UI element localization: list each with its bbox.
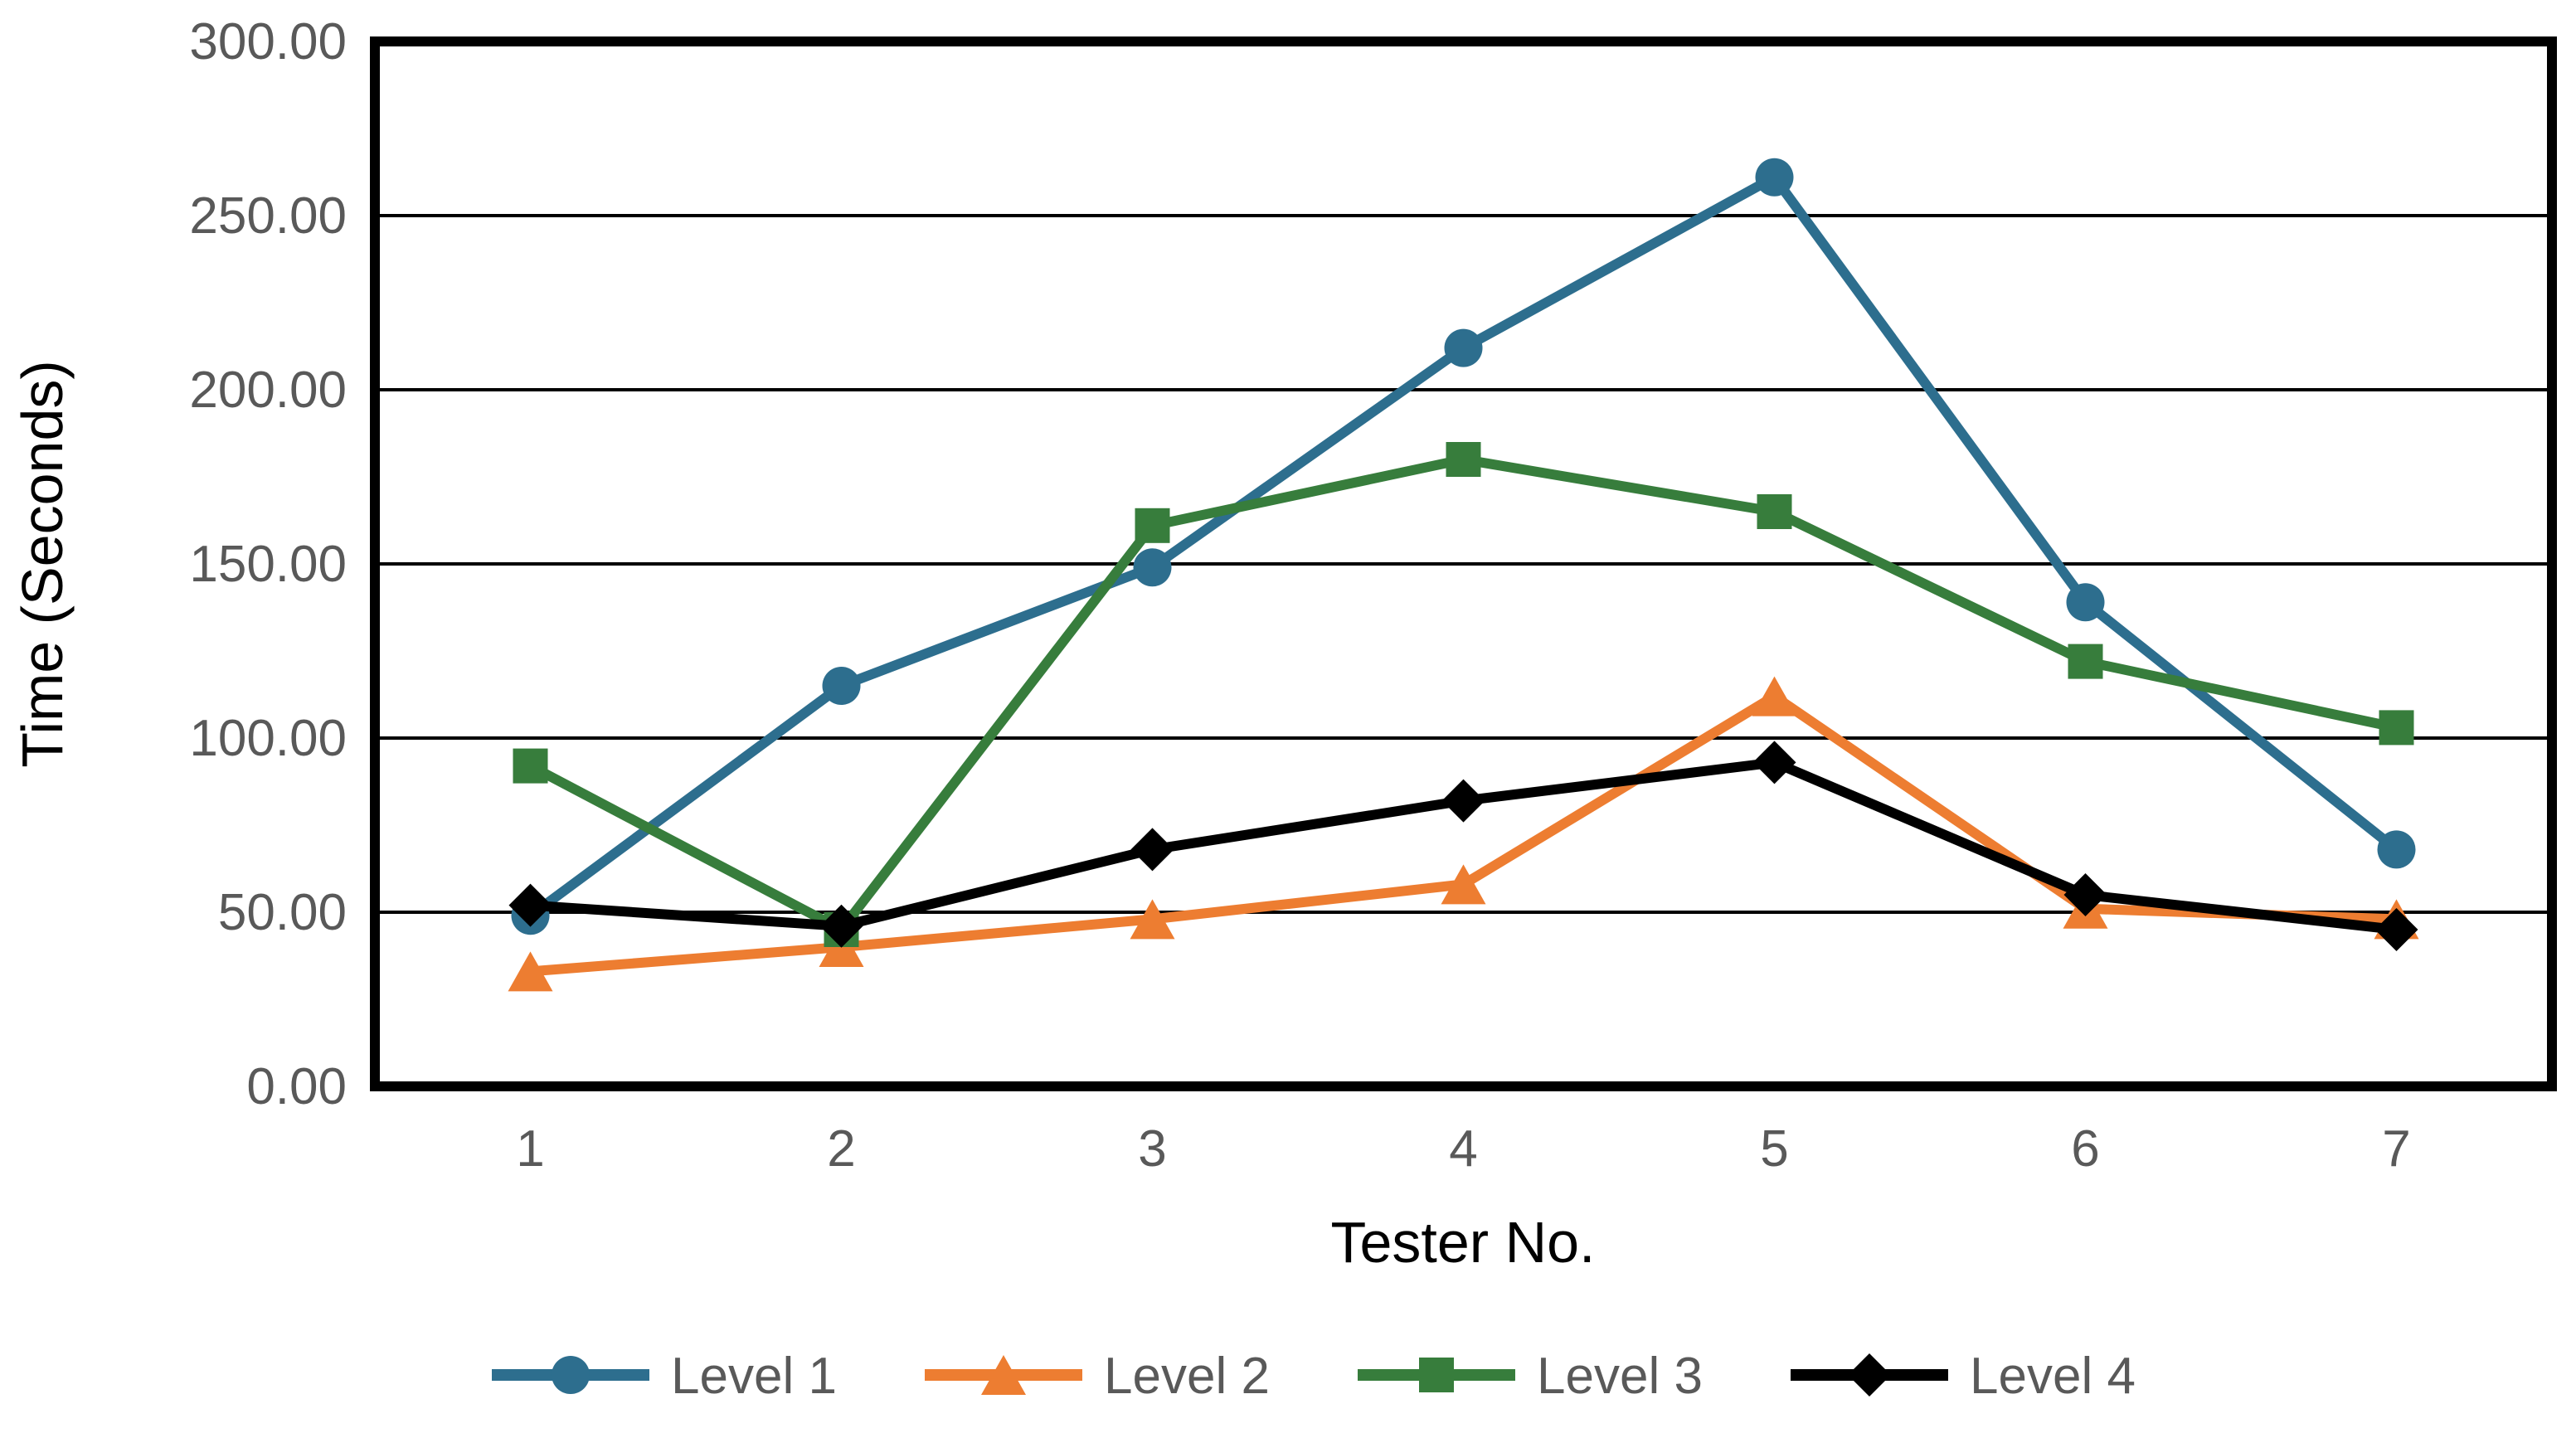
square-marker-level-3-pt7 — [2379, 710, 2414, 746]
x-tick-label-1: 1 — [516, 1120, 544, 1178]
legend-label-level-3: Level 3 — [1537, 1348, 1703, 1405]
legend-item-level-4: Level 4 — [1791, 1348, 2136, 1405]
triangle-marker-level-2-pt3 — [1130, 899, 1175, 940]
y-tick-label-100.00: 100.00 — [189, 710, 347, 767]
square-marker-level-3-pt3 — [1135, 508, 1170, 543]
x-axis-title: Tester No. — [1331, 1210, 1596, 1275]
square-marker-legend-level-3 — [1419, 1358, 1454, 1392]
circle-marker-level-1-pt3 — [1133, 548, 1172, 587]
diamond-marker-level-4-pt2 — [819, 904, 863, 948]
legend-item-level-2: Level 2 — [925, 1348, 1270, 1405]
legend-label-level-2: Level 2 — [1104, 1348, 1270, 1405]
series-group — [508, 158, 2419, 992]
triangle-marker-legend-level-2 — [981, 1355, 1026, 1395]
circle-marker-legend-level-1 — [552, 1356, 590, 1394]
square-marker-level-3-pt1 — [513, 748, 548, 784]
circle-marker-level-1-pt6 — [2066, 583, 2105, 622]
triangle-marker-level-2-pt1 — [508, 951, 553, 992]
y-tick-label-0.00: 0.00 — [246, 1058, 347, 1115]
tick-labels-group: 300.00 250.00 200.00 150.00 100.00 50.00 0.00 1… — [189, 13, 2410, 1178]
x-tick-label-5: 5 — [1760, 1120, 1788, 1178]
x-tick-label-6: 6 — [2071, 1120, 2099, 1178]
diamond-marker-level-4-pt5 — [1752, 741, 1796, 785]
square-marker-level-3-pt5 — [1757, 494, 1792, 529]
triangle-marker-level-2-pt4 — [1441, 864, 1486, 905]
series-level-1 — [511, 158, 2416, 935]
series-line-level-3 — [525, 454, 2402, 935]
y-tick-label-250.00: 250.00 — [189, 187, 347, 245]
triangle-marker-level-2-pt5 — [1752, 676, 1797, 716]
x-tick-label-3: 3 — [1138, 1120, 1166, 1178]
diamond-marker-level-4-pt7 — [2374, 908, 2418, 951]
square-marker-level-3-pt6 — [2068, 644, 2103, 679]
diamond-marker-legend-level-4 — [1848, 1353, 1891, 1397]
circle-marker-level-1-pt5 — [1755, 158, 1794, 197]
y-tick-label-200.00: 200.00 — [189, 362, 347, 419]
gridlines-group — [370, 36, 2557, 1091]
legend-label-level-1: Level 1 — [671, 1348, 837, 1405]
y-axis-title: Time (Seconds) — [10, 360, 75, 767]
diamond-marker-level-4-pt6 — [2063, 873, 2107, 916]
legend-item-level-3: Level 3 — [1358, 1348, 1703, 1405]
x-tick-label-4: 4 — [1449, 1120, 1477, 1178]
plot-border — [370, 36, 2557, 1091]
x-tick-label-7: 7 — [2382, 1120, 2410, 1178]
legend-item-level-1: Level 1 — [492, 1348, 837, 1405]
legend-label-level-4: Level 4 — [1970, 1348, 2136, 1405]
legend: Level 1 Level 2 Level 3 Level 4 — [492, 1348, 2136, 1405]
square-marker-level-3-pt4 — [1446, 442, 1481, 477]
y-tick-label-300.00: 300.00 — [189, 13, 347, 70]
circle-marker-level-1-pt7 — [2377, 830, 2416, 869]
diamond-marker-level-4-pt3 — [1130, 828, 1174, 872]
series-level-4 — [508, 741, 2418, 951]
y-tick-label-50.00: 50.00 — [218, 884, 347, 941]
diamond-marker-level-4-pt1 — [508, 883, 552, 927]
y-tick-label-150.00: 150.00 — [189, 536, 347, 593]
x-tick-label-2: 2 — [827, 1120, 855, 1178]
circle-marker-level-1-pt2 — [822, 667, 861, 705]
circle-marker-level-1-pt4 — [1444, 328, 1483, 367]
diamond-marker-level-4-pt4 — [1441, 779, 1485, 823]
